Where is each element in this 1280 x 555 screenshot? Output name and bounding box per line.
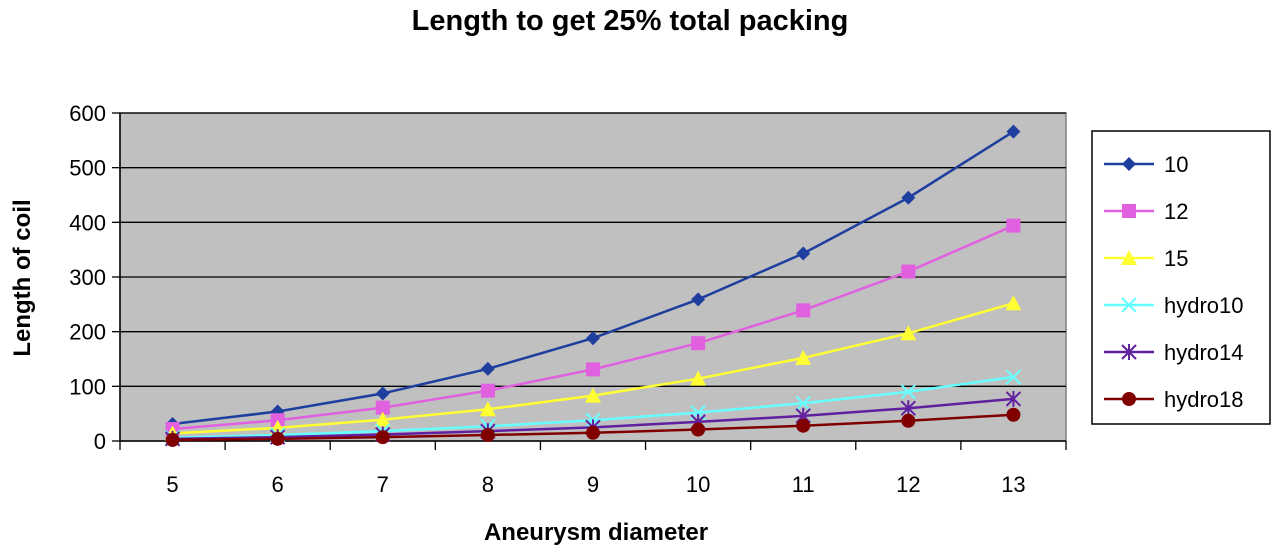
y-tick-label: 400 [69, 210, 106, 235]
x-tick-label: 11 [792, 472, 815, 497]
x-tick-label: 6 [272, 472, 284, 497]
data-point [1122, 157, 1136, 171]
legend-item: hydro18 [1104, 387, 1244, 412]
data-point [165, 432, 180, 447]
data-point [1005, 390, 1022, 407]
x-tick-label: 7 [377, 472, 389, 497]
x-tick-label: 13 [1001, 472, 1025, 497]
x-tick-label: 9 [587, 472, 599, 497]
legend-item: hydro14 [1104, 340, 1244, 365]
data-point [1122, 204, 1136, 218]
data-point [1121, 344, 1137, 360]
y-tick-label: 200 [69, 320, 106, 345]
data-point [796, 303, 811, 318]
data-point [690, 370, 707, 386]
legend-item: 12 [1104, 199, 1188, 224]
data-point [900, 384, 917, 400]
x-tick-label: 10 [686, 472, 710, 497]
y-tick-label: 600 [69, 101, 106, 126]
marker-stroke [1121, 297, 1137, 313]
legend-label: 10 [1164, 152, 1188, 177]
legend-label: hydro10 [1164, 293, 1244, 318]
data-point [1006, 218, 1021, 233]
legend-label: 12 [1164, 199, 1188, 224]
data-point [1122, 392, 1136, 406]
data-point [691, 292, 706, 307]
axes: 0 100 200 300 400 500 600 5 6 7 8 9 10 11 12 13 [69, 101, 1067, 497]
y-tick-label: 100 [69, 374, 106, 399]
data-point [901, 264, 916, 279]
legend-box [1091, 130, 1271, 425]
marker-stroke [900, 384, 917, 400]
y-tick-label: 300 [69, 265, 106, 290]
legend-item: 15 [1104, 246, 1188, 271]
data-point [1005, 295, 1022, 311]
data-point [375, 400, 390, 415]
marker-stroke [1005, 369, 1022, 385]
data-point [691, 422, 706, 437]
legend-item: 10 [1104, 152, 1188, 177]
series-12 [165, 218, 1021, 436]
y-tick-label: 500 [69, 156, 106, 181]
x-tick-label: 12 [896, 472, 920, 497]
data-point [1121, 297, 1137, 313]
legend-label: 15 [1164, 246, 1188, 271]
data-point [586, 362, 600, 377]
data-point [480, 427, 495, 442]
data-point [901, 413, 916, 428]
x-tick-label: 8 [482, 472, 494, 497]
data-point [900, 325, 917, 341]
x-tick-label: 5 [166, 472, 178, 497]
data-point [1005, 369, 1022, 385]
data-point [796, 418, 811, 433]
data-point [691, 336, 706, 351]
data-point [795, 395, 811, 411]
series-group [164, 124, 1022, 447]
data-point [480, 383, 495, 398]
data-point [586, 331, 600, 346]
y-tick-label: 0 [94, 429, 106, 454]
chart-title: Length to get 25% total packing [412, 5, 849, 37]
data-point [375, 386, 390, 401]
data-point [585, 387, 601, 403]
legend-label: hydro14 [1164, 340, 1244, 365]
legend: 10 12 15 hydro10 hydro14 hydro18 [1091, 130, 1271, 425]
data-point [480, 361, 495, 376]
series-hydro18 [165, 407, 1021, 447]
data-point [900, 400, 917, 417]
data-point [901, 190, 916, 205]
data-point [375, 430, 390, 445]
data-point [795, 349, 812, 365]
data-point [374, 411, 391, 427]
data-point [270, 431, 285, 446]
y-axis-title: Length of coil [9, 199, 36, 356]
marker-stroke [795, 395, 811, 411]
data-point [1006, 407, 1021, 422]
legend-item: hydro10 [1104, 293, 1244, 318]
data-point [479, 401, 496, 417]
data-point [586, 425, 600, 440]
x-axis-title: Aneurysm diameter [484, 519, 708, 546]
data-point [796, 246, 811, 261]
data-point [1121, 250, 1137, 265]
data-point [1006, 124, 1021, 139]
legend-label: hydro18 [1164, 387, 1244, 412]
